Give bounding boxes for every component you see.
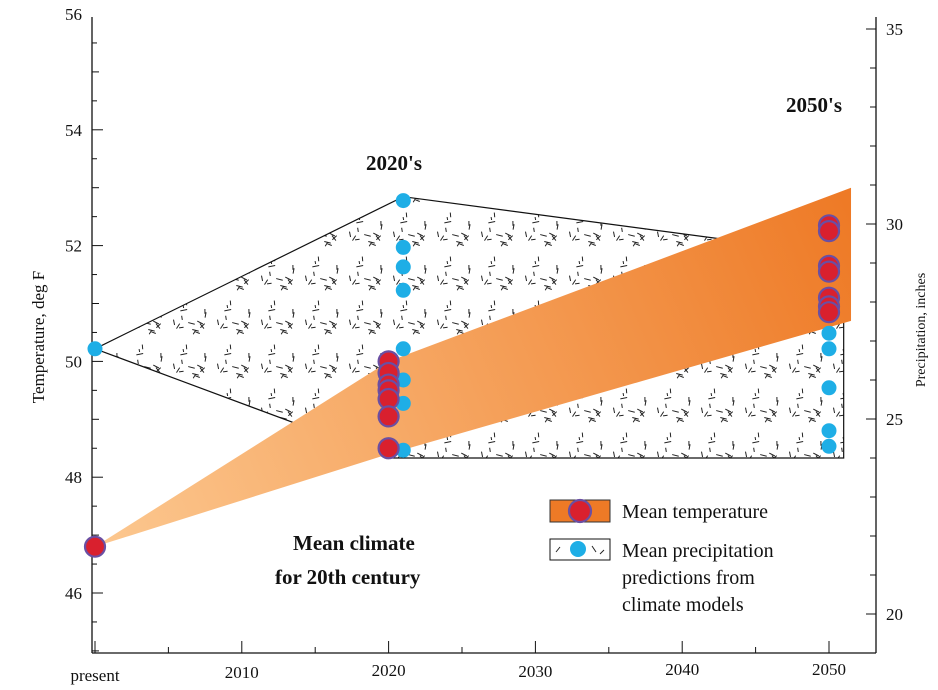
legend-precip-label-line3: climate models (622, 594, 744, 616)
precip-point (395, 193, 411, 209)
label-2050s: 2050's (786, 93, 842, 117)
precip-point (395, 282, 411, 298)
y-axis-title-right: Precipitation, inches (914, 273, 929, 387)
chart-points (83, 193, 841, 558)
label-2020s: 2020's (366, 151, 422, 175)
x-tick-label: 2020 (372, 661, 406, 680)
legend-precip-dash (591, 545, 597, 553)
temperature-point (377, 437, 400, 460)
x-tick-label: 2010 (225, 663, 259, 682)
y-tick-label: 52 (65, 237, 82, 256)
y-tick-label: 56 (65, 5, 82, 24)
x-tick-label: 2040 (665, 660, 699, 679)
precip-point (821, 325, 837, 341)
legend-precip-label-line1: Mean precipitation (622, 540, 774, 562)
y-right-tick-label: 35 (886, 20, 903, 39)
legend-temp-marker (567, 498, 593, 524)
legend: Mean temperature Mean precipitation pred… (549, 498, 774, 616)
temperature-point (817, 260, 841, 283)
legend-precip-marker (570, 541, 586, 557)
temperature-band (95, 187, 852, 547)
y-tick-label: 46 (65, 584, 82, 603)
precip-point (395, 259, 411, 275)
legend-precip-label-line2: predictions from (622, 567, 755, 589)
legend-precip-dash (555, 546, 561, 553)
x-tick-label: present (70, 666, 119, 685)
y-tick-label: 54 (65, 121, 83, 140)
precip-point (395, 341, 411, 357)
baseline-label-line2: for 20th century (275, 565, 421, 589)
y-right-tick-label: 20 (886, 605, 903, 624)
chart-bands (93, 187, 852, 547)
precip-point (395, 239, 411, 255)
y-right-tick-label: 25 (886, 410, 903, 429)
temperature-point (377, 405, 400, 428)
x-tick-label: 2030 (518, 662, 552, 681)
legend-precip-texture (555, 545, 605, 555)
temperature-point (83, 535, 107, 558)
precip-point (821, 438, 837, 454)
precip-point (821, 380, 837, 396)
y-tick-label: 50 (65, 352, 82, 371)
y-axis-title-left: Temperature, deg F (29, 271, 48, 403)
temperature-point (817, 220, 841, 243)
precip-point (87, 341, 103, 357)
x-tick-label: 2050 (812, 660, 846, 679)
baseline-label-line1: Mean climate (293, 531, 415, 555)
legend-temp-label: Mean temperature (622, 501, 768, 523)
temperature-point (817, 301, 841, 324)
y-right-tick-label: 30 (886, 215, 903, 234)
precip-point (821, 423, 837, 439)
y-tick-label: 48 (65, 468, 82, 487)
precip-point (821, 341, 837, 357)
legend-precip-dash (599, 549, 605, 555)
